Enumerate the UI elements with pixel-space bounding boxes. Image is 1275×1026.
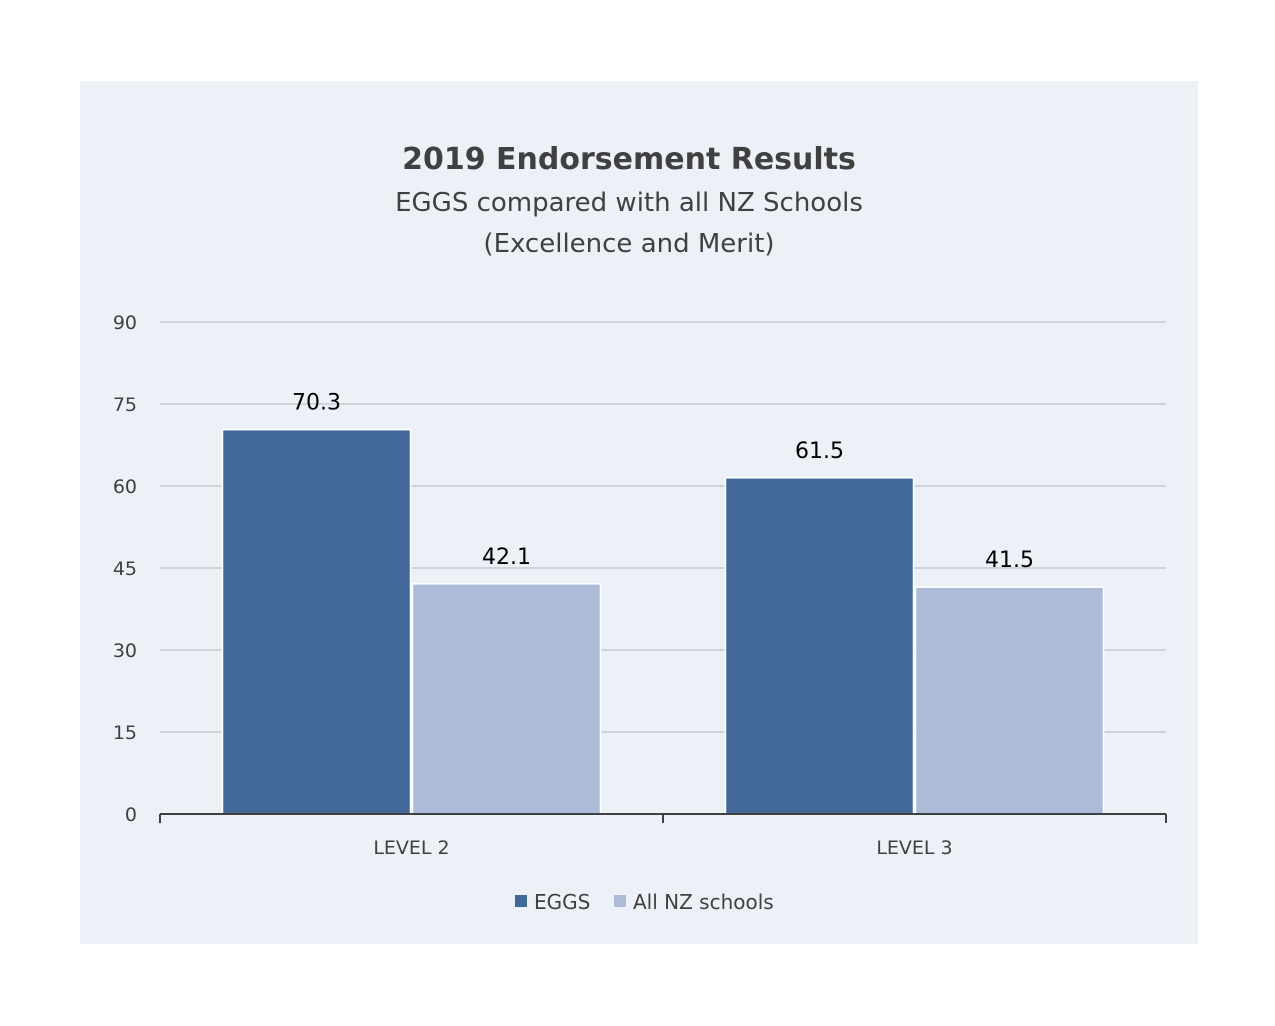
y-tick-label: 75: [113, 394, 137, 416]
data-labels: 70.3 42.1 61.5 41.5: [292, 391, 1034, 573]
y-tick-label: 60: [113, 476, 137, 498]
x-category-label: LEVEL 3: [876, 837, 952, 859]
chart-subtitle-line-1: EGGS compared with all NZ Schools: [395, 188, 863, 218]
y-tick-label: 30: [113, 640, 137, 662]
x-axis: [159, 813, 1167, 823]
legend-swatch-eggs: [515, 895, 527, 907]
chart-title: 2019 Endorsement Results: [402, 142, 856, 177]
bar-all-nz-schools-level-3: [914, 586, 1105, 815]
y-tick-label: 0: [125, 804, 137, 826]
chart-panel: 2019 Endorsement Results EGGS compared w…: [80, 81, 1198, 944]
data-label: 42.1: [482, 545, 531, 570]
bar-eggs-level-2: [221, 428, 412, 815]
legend: EGGS All NZ schools: [515, 890, 774, 914]
data-label: 70.3: [292, 391, 341, 416]
legend-label: All NZ schools: [633, 890, 774, 914]
y-tick-label: 45: [113, 558, 137, 580]
bar-all-nz-schools-level-2: [411, 583, 602, 815]
y-tick-label: 90: [113, 312, 137, 334]
bar-eggs-level-3: [724, 477, 915, 815]
bar-chart: 2019 Endorsement Results EGGS compared w…: [113, 142, 1167, 914]
legend-label: EGGS: [534, 890, 590, 914]
data-label: 61.5: [795, 439, 844, 464]
x-axis-category-labels: LEVEL 2 LEVEL 3: [373, 837, 952, 859]
y-tick-label: 15: [113, 722, 137, 744]
chart-subtitle-line-2: (Excellence and Merit): [483, 229, 774, 259]
y-axis-tick-labels: 0 15 30 45 60 75 90: [113, 312, 137, 826]
data-label: 41.5: [985, 548, 1034, 573]
bars: [221, 428, 1105, 815]
x-category-label: LEVEL 2: [373, 837, 449, 859]
legend-swatch-all-nz-schools: [614, 895, 626, 907]
